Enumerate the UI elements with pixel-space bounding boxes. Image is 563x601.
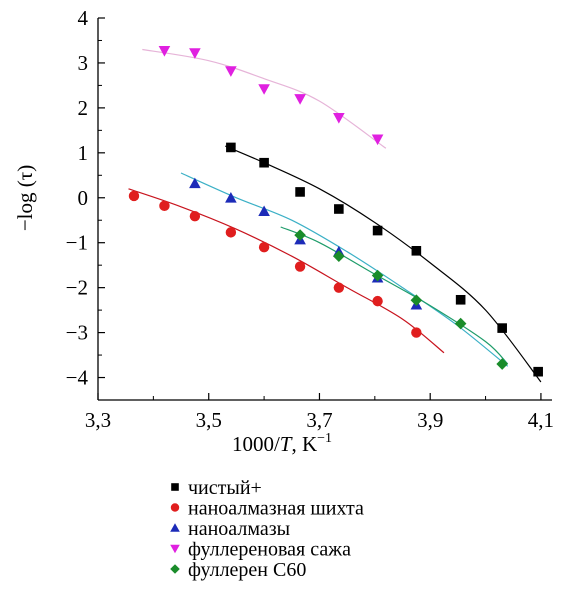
data-point — [333, 282, 345, 293]
data-point — [411, 327, 422, 338]
data-point — [128, 190, 140, 202]
data-point — [158, 46, 171, 57]
x-tick-label: 3,5 — [196, 408, 222, 432]
x-axis-label-variable: T — [280, 432, 293, 456]
axis-labels: −log (τ) 1000/T, K−1 — [13, 165, 332, 456]
legend-marker — [170, 503, 180, 512]
data-point — [294, 229, 306, 241]
y-tick-label: −2 — [66, 276, 88, 300]
data-point — [455, 294, 466, 305]
y-tick-label: 1 — [78, 141, 89, 165]
data-point — [410, 294, 423, 307]
data-point — [334, 204, 344, 214]
data-point — [371, 269, 384, 282]
data-point — [189, 210, 201, 222]
x-tick-label: 3,9 — [417, 408, 443, 432]
data-point — [225, 66, 237, 77]
data-points — [128, 46, 543, 377]
y-axis-label: −log (τ) — [13, 165, 37, 231]
legend-marker — [170, 523, 180, 532]
data-point — [258, 84, 270, 95]
y-tick-label: −4 — [66, 366, 89, 390]
legend-entry: фуллереновая сажа — [188, 539, 351, 561]
y-tick-label: 4 — [78, 6, 89, 30]
fit-curve — [142, 48, 387, 149]
y-tick-label: −3 — [66, 321, 88, 345]
x-axis-label-prefix: 1000/ — [232, 432, 280, 456]
y-tick-label: −1 — [66, 231, 88, 255]
x-axis-label-unit: , K — [291, 432, 317, 456]
data-point — [258, 242, 270, 253]
y-tick-label: 3 — [78, 51, 89, 75]
data-point — [294, 94, 306, 105]
legend-entry: наноалмазы — [188, 518, 290, 540]
data-point — [371, 134, 384, 146]
data-point — [497, 323, 507, 333]
data-point — [259, 157, 269, 168]
x-tick-label: 4,1 — [528, 408, 554, 432]
axes: −4 −3 −2 −1 0 1 2 3 4 3,3 3,5 3,7 3,9 4,1 — [66, 6, 554, 432]
fit-curve — [225, 145, 542, 383]
legend-entry: наноалмазная шихта — [188, 498, 364, 520]
y-tick-label: 2 — [78, 96, 89, 120]
fit-curve — [280, 226, 509, 365]
data-point — [225, 191, 237, 203]
x-axis-label: 1000/T, K−1 — [232, 431, 332, 456]
data-point — [225, 227, 237, 238]
x-axis-label-exponent: −1 — [317, 431, 332, 446]
data-point — [333, 250, 345, 262]
x-tick-label: 3,3 — [85, 408, 111, 432]
data-point — [333, 112, 345, 124]
data-point — [533, 366, 543, 377]
fit-curves — [128, 48, 542, 383]
legend-entry: чистый+ — [188, 477, 262, 499]
data-point — [372, 295, 383, 307]
data-point — [189, 48, 201, 59]
data-point — [454, 317, 467, 330]
legend-marker — [170, 564, 180, 574]
legend-marker — [170, 544, 180, 554]
legend: чистый+наноалмазная шихтананоалмазыфулле… — [170, 477, 364, 581]
data-point — [372, 225, 383, 236]
fit-curve — [128, 188, 445, 354]
x-tick-label: 3,7 — [306, 408, 332, 432]
data-point — [496, 358, 508, 370]
data-point — [226, 142, 236, 153]
data-point — [258, 205, 270, 217]
y-tick-label: 0 — [78, 186, 89, 210]
data-point — [295, 187, 305, 197]
data-point — [159, 200, 170, 212]
data-point — [411, 245, 422, 256]
legend-entry: фуллерен С60 — [188, 559, 306, 581]
data-point — [189, 177, 201, 189]
data-point — [294, 261, 306, 272]
legend-marker — [171, 483, 179, 491]
